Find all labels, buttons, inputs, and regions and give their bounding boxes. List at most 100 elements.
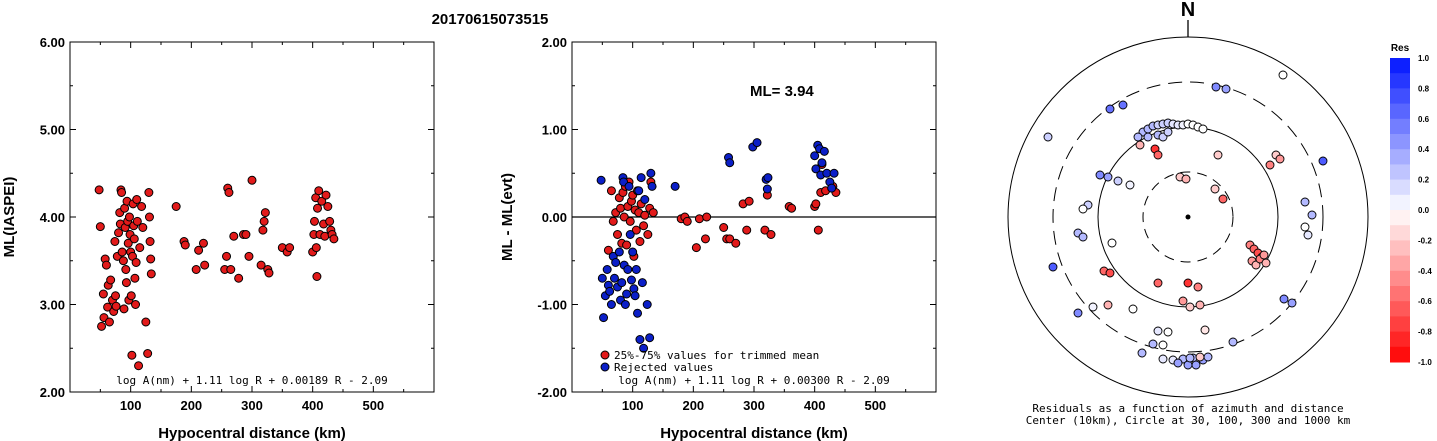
x-tick-label: 400 [804, 398, 826, 413]
rejected-point [636, 173, 646, 183]
colorbar-segment [1390, 58, 1410, 74]
ring-30km [1142, 171, 1234, 263]
x-tick-label: 400 [302, 398, 324, 413]
azimuth-residual-map: N Residuals as a function of azimuth and… [1007, 0, 1369, 427]
rejected-point [611, 258, 621, 267]
station-point [1183, 278, 1193, 288]
data-point [244, 251, 254, 261]
station-point [1287, 298, 1297, 308]
colorbar-tick-label: -0.6 [1418, 297, 1432, 306]
data-point [103, 302, 113, 312]
station-point [1300, 197, 1310, 207]
data-point [226, 265, 236, 274]
trimmed-point [619, 212, 629, 222]
rejected-point [614, 247, 624, 257]
data-point [111, 291, 120, 301]
station-point [1153, 278, 1163, 288]
station-point [1259, 250, 1269, 260]
colorbar-segment [1390, 179, 1410, 196]
data-point [132, 216, 142, 226]
data-points [94, 175, 339, 371]
y-axis-label: ML - ML(evt) [499, 173, 516, 261]
trimmed-point [608, 216, 618, 226]
station-point [1195, 300, 1205, 310]
data-point [131, 300, 141, 309]
station-point [1275, 154, 1285, 164]
rejected-point [763, 173, 773, 183]
station-point [1221, 84, 1231, 94]
colorbar-tick-label: -0.4 [1418, 267, 1432, 276]
data-point [222, 251, 232, 261]
rejected-point [605, 286, 615, 296]
trimmed-point [635, 237, 645, 246]
trimmed-point [766, 230, 776, 239]
rejected-point [630, 291, 640, 301]
station-point [1185, 302, 1195, 312]
rejected-point [625, 230, 635, 239]
station-point [1181, 174, 1191, 184]
y-tick-label: -1.00 [537, 298, 567, 313]
station-point [1153, 326, 1163, 336]
data-point [241, 230, 251, 239]
station-points [1043, 70, 1328, 370]
data-point [171, 202, 181, 211]
trimmed-point [742, 225, 752, 235]
axis-ticks: 100 200 300 400 500 -2.00 -1.00 0.00 1.00 2.00 [537, 35, 936, 413]
ml-vs-distance-chart: 100 200 300 400 500 2.00 3.00 4.00 5.00 6.00 Hypo… [1, 35, 435, 441]
data-points [596, 138, 841, 353]
data-point [111, 301, 121, 311]
legend-rejected-label: Rejected values [614, 361, 713, 374]
trimmed-point [694, 214, 704, 224]
figure-title: 20170615073515 [432, 11, 549, 28]
trimmed-point [691, 243, 701, 253]
rejected-point [639, 343, 649, 353]
colorbar-segment [1390, 210, 1410, 226]
station-point [1278, 70, 1288, 80]
data-point [313, 203, 323, 213]
rejected-point [762, 184, 772, 194]
data-point [123, 238, 133, 248]
colorbar-segment [1390, 331, 1410, 348]
data-point [117, 247, 127, 257]
data-point [224, 188, 234, 197]
colorbar-title: Res [1391, 43, 1410, 54]
ring-1000km [1007, 36, 1369, 398]
data-point [317, 196, 327, 206]
station-point [1103, 300, 1113, 310]
station-point [1133, 132, 1143, 142]
station-point [1078, 232, 1088, 242]
data-point [312, 272, 322, 281]
rejected-point [602, 265, 612, 274]
data-point [329, 234, 339, 244]
caption-line-2: Center (10km), Circle at 30, 100, 300 an… [1026, 414, 1351, 427]
station-point [1307, 210, 1317, 220]
station-point [1095, 170, 1105, 180]
rejected-point [725, 158, 735, 168]
data-point [114, 228, 124, 238]
trimmed-point [603, 245, 613, 255]
colorbar-segment [1390, 225, 1410, 241]
colorbar-tick-label: -0.8 [1418, 328, 1432, 337]
x-tick-label: 100 [622, 398, 644, 413]
rejected-point [635, 335, 645, 344]
data-point [129, 234, 139, 244]
rejected-point [633, 308, 643, 318]
x-tick-label: 500 [362, 398, 384, 413]
x-tick-label: 200 [682, 398, 704, 413]
trimmed-point [725, 234, 735, 244]
data-point [314, 186, 324, 196]
station-point [1113, 176, 1123, 186]
colorbar-segment [1390, 286, 1410, 302]
rejected-point [810, 151, 820, 161]
x-tick-label: 500 [864, 398, 886, 413]
data-point [131, 258, 141, 267]
station-point [1148, 339, 1158, 349]
data-point [94, 185, 104, 195]
y-tick-label: -2.00 [537, 385, 567, 400]
data-point [325, 216, 335, 226]
y-tick-label: 4.00 [40, 210, 65, 225]
data-point [191, 265, 201, 274]
rejected-point [606, 300, 616, 309]
legend-rejected-marker [600, 362, 610, 372]
center-marker [1185, 214, 1191, 220]
